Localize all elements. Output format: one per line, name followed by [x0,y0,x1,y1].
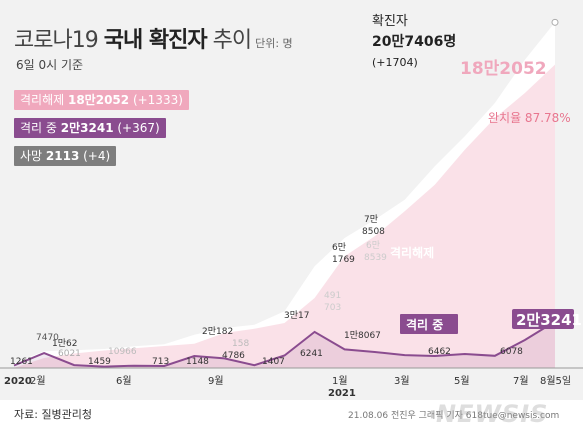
title-prefix: 코로나19 [14,28,104,53]
data-label: 1407 [262,357,285,367]
x-tick-label: 2020 [4,376,32,387]
credit-note: 21.08.06 전진우 그래픽 기자 618tue@newsis.com [348,411,560,421]
x-tick-label: 1월 [332,375,348,387]
series-isolated-line [13,320,556,368]
data-label: 6021 [58,349,81,359]
x-tick-label: 5월 [454,375,470,387]
total-value: 20만7406명 [372,34,457,50]
legend-released-delta: (+1333) [129,93,183,107]
data-label: 3만17 [284,310,309,321]
x-tick-label: 8월5일 [540,375,571,387]
legend-isolated: 격리 중 2만3241 (+367) [14,118,166,138]
data-label: 10966 [108,347,137,357]
data-label: 491 [324,291,341,301]
unit-note: 단위: 명 [255,37,293,50]
legend-isolated-label: 격리 중 [20,121,61,135]
data-label: 703 [324,303,341,313]
isolated-total-box [512,309,574,329]
title-bold: 국내 확진자 [103,28,208,53]
total-end-point [551,18,559,26]
isolated-area-label: 격리 중 [406,317,443,332]
watermark: NEWSIS [436,400,549,428]
x-tick-label: 3월 [394,375,410,387]
total-cases-box: 확진자 20만7406명 (+1704) [372,10,456,69]
data-label: 6만 [366,240,380,251]
data-label: 8539 [364,253,387,263]
data-label: 7만 [364,214,378,225]
total-delta: (+1704) [372,56,418,69]
data-label: 1만8067 [344,330,381,341]
data-label: 713 [152,357,169,367]
data-label: 6만 [332,242,346,253]
data-label: 158 [232,339,249,349]
data-label: 1769 [332,255,355,265]
released-total-label: 18만2052 [460,59,547,79]
source-note: 자료: 질병관리청 [14,408,93,421]
data-label: 8508 [362,227,385,237]
released-area-label: 격리해제 [390,245,434,260]
legend-isolated-delta: (+367) [113,121,160,135]
date-note: 6일 0시 기준 [16,58,84,72]
legend-deaths: 사망 2113 (+4) [14,146,117,166]
legend-isolated-value: 2만3241 [60,121,114,135]
data-label: 1148 [186,357,209,367]
isolated-label-box [400,314,458,334]
data-label: 4786 [222,351,245,361]
data-label: 1261 [10,357,33,367]
legend-released: 격리해제 18만2052 (+1333) [14,90,189,110]
x-tick-label: 6월 [116,375,132,387]
data-label: 2만182 [202,326,233,337]
isolated-total-label: 2만3241 [516,311,582,329]
data-label: 1459 [88,357,111,367]
footer: 자료: 질병관리청 21.08.06 전진우 그래픽 기자 618tue@new… [0,400,583,440]
series-total-area [14,22,555,369]
data-label: 7470 [36,333,59,343]
legend-deaths-label: 사망 [20,149,46,163]
x-tick-label: 7월 [513,375,529,387]
x-tick-label: 9월 [208,375,224,387]
legend-deaths-value: 2113 [45,149,80,163]
legend-deaths-delta: (+4) [79,149,111,163]
data-label: 6241 [300,349,323,359]
total-label: 확진자 [372,14,408,29]
title-suffix: 추이 [206,28,253,53]
recovery-rate-label: 완치율 87.78% [488,111,571,125]
data-label: 6462 [428,347,451,357]
x-tick-label: 2월 [30,375,46,387]
series-released-area [14,64,555,368]
legend-released-value: 18만2052 [67,93,130,107]
data-label: 6078 [500,347,523,357]
data-label: 1만62 [52,338,77,349]
chart-title: 코로나19 국내 확진자 추이 단위: 명 [14,22,293,54]
x-tick-label: 2021 [328,388,356,399]
legend-released-label: 격리해제 [20,93,68,107]
